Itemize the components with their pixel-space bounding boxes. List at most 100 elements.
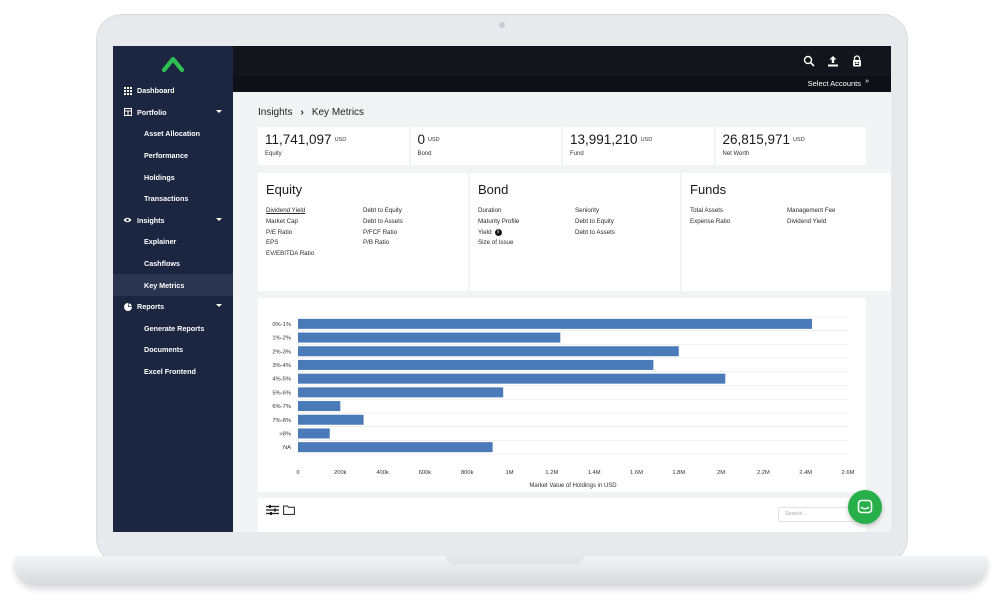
bar[interactable] [298, 414, 364, 425]
sidebar-item-cashflows[interactable]: Cashflows [113, 253, 233, 275]
metric-dividend-yield[interactable]: Dividend Yield [787, 217, 827, 225]
equity-metrics-panel: Equity Dividend Yield Market Cap P/E Rat… [258, 173, 468, 291]
sidebar-item-generate-reports[interactable]: Generate Reports [113, 318, 233, 340]
info-icon[interactable]: i [494, 229, 502, 237]
metric-debt-to-assets[interactable]: Debt to Assets [363, 217, 403, 225]
pie-chart-icon [123, 302, 132, 311]
stat-unit: USD [334, 136, 347, 143]
bar[interactable] [298, 373, 726, 384]
category-label: 0%-1% [272, 322, 291, 328]
search-icon[interactable] [803, 55, 815, 67]
metric-panels: Equity Dividend Yield Market Cap P/E Rat… [258, 173, 891, 291]
sidebar-item-label: Cashflows [144, 259, 180, 269]
sidebar-item-holdings[interactable]: Holdings [113, 166, 233, 188]
panel-title: Funds [690, 182, 727, 197]
metric-expense-ratio[interactable]: Expense Ratio [690, 217, 731, 225]
double-chevron-down-icon[interactable]: » [865, 78, 869, 85]
sidebar-item-asset-allocation[interactable]: Asset Allocation [113, 123, 233, 145]
metric-yield-label: Yield [478, 228, 492, 236]
select-accounts-dropdown[interactable]: Select Accounts [807, 79, 861, 88]
bar[interactable] [298, 387, 504, 398]
app-logo [162, 56, 184, 72]
sidebar-item-dashboard[interactable]: Dashboard [113, 80, 233, 102]
chat-support-button[interactable] [848, 490, 882, 524]
stat-unit: USD [428, 136, 440, 143]
table-search-input[interactable]: Search... [778, 507, 858, 522]
metric-pfcf-ratio[interactable]: P/FCF Ratio [363, 228, 398, 236]
top-bar [233, 46, 891, 76]
x-tick-label: 1.2M [545, 470, 558, 476]
x-tick-label: 2.2M [757, 470, 770, 476]
sidebar-item-insights[interactable]: Insights [113, 210, 233, 232]
camera-dot [499, 22, 505, 28]
sidebar-item-key-metrics[interactable]: Key Metrics [113, 274, 233, 296]
metric-dividend-yield[interactable]: Dividend Yield [266, 207, 306, 214]
chevron-down-icon[interactable] [216, 109, 222, 113]
sidebar-item-reports[interactable]: Reports [113, 296, 233, 318]
account-bar: Select Accounts » [233, 76, 891, 92]
lock-icon[interactable] [851, 55, 863, 67]
bar[interactable] [298, 318, 813, 329]
bar[interactable] [298, 428, 330, 439]
sidebar-item-documents[interactable]: Documents [113, 339, 233, 361]
holdings-bar-chart: 0%-1% 1%-2% 2%-3% 3%-4% 4%-5% 5%-6% 6%-7% 7%-8%… [272, 316, 855, 489]
x-tick-label: 200k [334, 470, 347, 476]
breadcrumb-parent[interactable]: Insights [258, 107, 293, 118]
panel-title: Bond [478, 182, 509, 197]
stat-unit: USD [793, 136, 805, 143]
metric-debt-to-assets[interactable]: Debt to Assets [575, 228, 615, 236]
metric-management-fee[interactable]: Management Fee [787, 207, 836, 214]
sidebar-item-transactions[interactable]: Transactions [113, 188, 233, 210]
bar[interactable] [298, 332, 561, 343]
chevron-down-icon[interactable] [216, 217, 222, 221]
chevron-down-icon[interactable] [216, 303, 222, 307]
sidebar-item-label: Key Metrics [144, 280, 185, 290]
x-axis-label: Market Value of Holdings in USD [529, 483, 617, 489]
sidebar: Dashboard Portfolio Asset Allocation Per… [113, 46, 233, 532]
sidebar-item-label: Transactions [144, 194, 189, 204]
funds-metrics-panel: Funds Total Assets Expense Ratio Managem… [682, 173, 891, 291]
sidebar-item-label: Portfolio [137, 107, 167, 117]
metric-duration[interactable]: Duration [478, 207, 502, 214]
sidebar-item-label: Insights [137, 215, 165, 225]
bar[interactable] [298, 442, 493, 453]
stat-unit: USD [640, 136, 653, 143]
stat-label: Fund [570, 151, 584, 157]
metric-seniority[interactable]: Seniority [575, 207, 600, 214]
stat-label: Bond [417, 151, 432, 157]
stat-value: 26,815,971 [722, 132, 791, 147]
metric-total-assets[interactable]: Total Assets [690, 207, 724, 214]
sidebar-item-label: Holdings [144, 172, 175, 182]
bar[interactable] [298, 401, 341, 412]
metric-market-cap[interactable]: Market Cap [266, 217, 298, 225]
sidebar-item-performance[interactable]: Performance [113, 145, 233, 167]
sidebar-item-explainer[interactable]: Explainer [113, 231, 233, 253]
folder-icon[interactable] [283, 505, 295, 515]
bar[interactable] [298, 359, 654, 370]
bar[interactable] [298, 346, 679, 357]
metric-eps[interactable]: EPS [266, 239, 279, 247]
metric-pb-ratio[interactable]: P/B Ratio [363, 239, 390, 247]
filter-sliders-icon[interactable] [266, 505, 279, 515]
search-placeholder: Search... [785, 511, 808, 517]
x-tick-label: 1.6M [630, 470, 643, 476]
x-tick-label: 2M [717, 470, 725, 476]
metric-debt-to-equity[interactable]: Debt to Equity [363, 207, 402, 214]
category-label: 7%-8% [272, 418, 291, 424]
metric-yield[interactable]: Yield i [478, 228, 575, 239]
upload-icon[interactable] [827, 55, 839, 67]
chat-icon [857, 499, 873, 514]
sidebar-item-excel-frontend[interactable]: Excel Frontend [113, 361, 233, 383]
sidebar-item-label: Generate Reports [144, 323, 205, 333]
stat-label: Equity [265, 151, 282, 157]
metric-pe-ratio[interactable]: P/E Ratio [266, 228, 293, 236]
breadcrumb-current: Key Metrics [311, 107, 365, 118]
x-tick-label: 1.4M [588, 470, 601, 476]
sidebar-item-label: Excel Frontend [144, 367, 196, 377]
sidebar-item-label: Asset Allocation [144, 129, 201, 139]
metric-size-of-issue[interactable]: Size of Issue [478, 239, 514, 247]
metric-ev-ebitda[interactable]: EV/EBITDA Ratio [266, 250, 315, 258]
sidebar-item-portfolio[interactable]: Portfolio [113, 102, 233, 124]
metric-maturity-profile[interactable]: Maturity Profile [478, 217, 520, 225]
metric-debt-to-equity[interactable]: Debt to Equity [575, 217, 614, 225]
